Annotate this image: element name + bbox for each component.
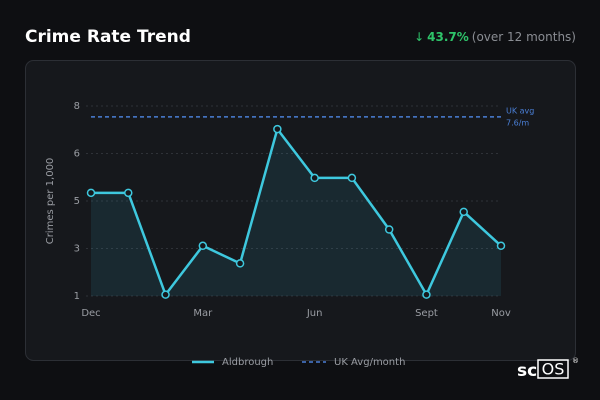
change-note: (over 12 months)	[472, 30, 576, 44]
reference-label: UK avg	[506, 106, 534, 115]
point	[198, 241, 208, 251]
point	[161, 290, 170, 299]
y-tick-label: 3	[74, 244, 80, 255]
y-tick-label: 5	[74, 196, 80, 207]
legend-label: Aldbrough	[222, 357, 273, 368]
watermark-mark: ®	[572, 357, 579, 365]
watermark-boxed: OS	[542, 360, 565, 379]
chart-title: Crime Rate Trend	[25, 27, 191, 47]
legend-label: UK Avg/month	[334, 357, 405, 368]
point	[310, 173, 319, 183]
point	[459, 207, 468, 217]
legend: Aldbrough UK Avg/month	[192, 357, 405, 368]
point	[422, 290, 431, 299]
reference-label: 7.6/m	[506, 118, 529, 127]
line	[91, 127, 502, 296]
y-tick-label: 1	[74, 291, 80, 302]
point	[235, 259, 245, 268]
x-tick-label: Jun	[306, 308, 323, 319]
change-indicator: ↓ 43.7% (over 12 months)	[414, 30, 576, 44]
x-tick-label: Sept	[415, 308, 438, 319]
point	[124, 188, 133, 198]
y-axis-label: Crimes per 1,000	[45, 158, 56, 245]
y-tick-label: 8	[74, 101, 80, 112]
y-tick-label: 6	[74, 149, 80, 160]
x-tick-label: Mar	[193, 308, 213, 319]
point	[496, 241, 506, 251]
point	[347, 173, 357, 183]
x-tick-label: Dec	[81, 308, 100, 319]
point	[273, 124, 282, 134]
area	[91, 129, 501, 296]
x-tick-label: Nov	[491, 308, 511, 319]
change-arrow: ↓	[414, 30, 424, 44]
change-value: 43.7%	[427, 30, 469, 44]
point	[86, 188, 96, 198]
point	[384, 225, 394, 234]
watermark-box	[537, 359, 569, 379]
watermark-prefix: sc	[517, 361, 537, 381]
